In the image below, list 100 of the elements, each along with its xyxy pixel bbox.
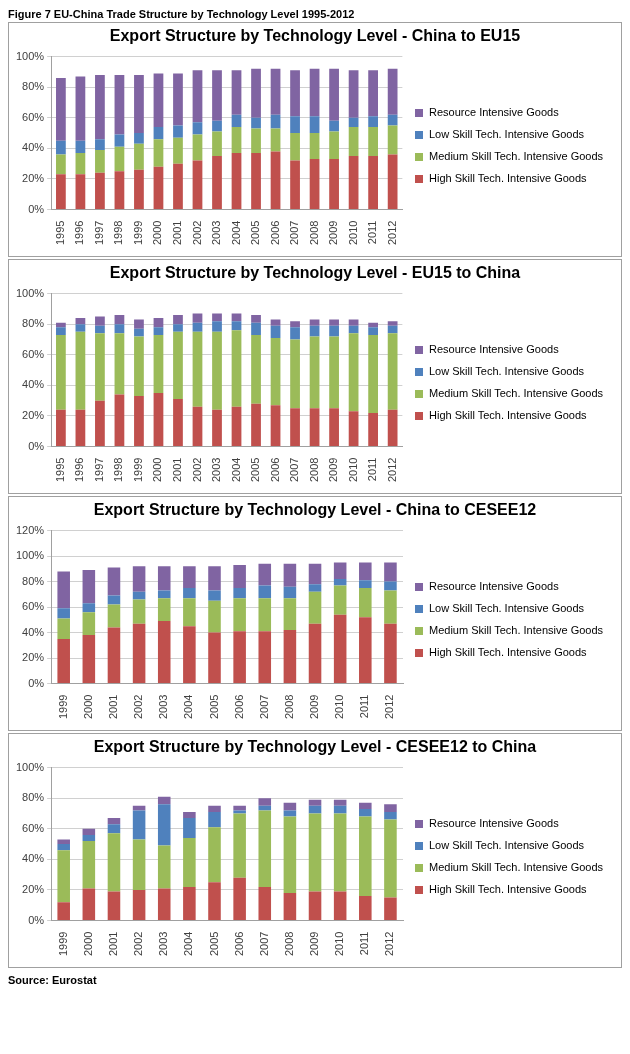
bar bbox=[231, 152, 242, 210]
legend-label: Resource Intensive Goods bbox=[429, 579, 559, 592]
bar bbox=[95, 74, 105, 140]
bar bbox=[134, 74, 144, 134]
x-tick-label: 2009 bbox=[327, 457, 340, 483]
y-tick-label: 40% bbox=[22, 378, 45, 391]
y-tick-label: 80% bbox=[22, 80, 45, 93]
bar bbox=[368, 327, 378, 335]
x-tick-label: 2001 bbox=[107, 931, 119, 957]
bar bbox=[173, 324, 183, 332]
legend-label: High Skill Tech. Intensive Goods bbox=[429, 882, 587, 895]
bar bbox=[56, 409, 66, 447]
bar bbox=[309, 408, 320, 447]
bar bbox=[153, 334, 164, 393]
bar bbox=[231, 114, 242, 127]
x-tick-label: 2005 bbox=[207, 931, 220, 957]
bar bbox=[157, 598, 171, 622]
x-tick-label: 2010 bbox=[346, 220, 359, 246]
bar bbox=[333, 891, 347, 921]
bar bbox=[75, 140, 86, 153]
y-tick-label: 20% bbox=[22, 882, 45, 895]
bar bbox=[208, 632, 221, 684]
x-tick-label: 2011 bbox=[366, 220, 379, 245]
bar bbox=[56, 334, 66, 410]
bar bbox=[233, 587, 246, 599]
bar bbox=[132, 839, 146, 890]
bar bbox=[309, 336, 320, 409]
chart-title: Export Structure by Technology Level - CESEE12 to China bbox=[92, 738, 538, 756]
y-tick-label: 100% bbox=[15, 760, 45, 773]
bar bbox=[329, 319, 339, 326]
bar bbox=[134, 336, 144, 397]
bar bbox=[348, 126, 359, 156]
bar bbox=[251, 403, 261, 447]
bar bbox=[208, 805, 221, 812]
bar bbox=[251, 152, 261, 210]
bar bbox=[308, 563, 322, 585]
bar bbox=[107, 567, 121, 596]
bar bbox=[233, 598, 246, 632]
bar bbox=[258, 798, 272, 806]
bar bbox=[384, 562, 397, 582]
bar bbox=[258, 585, 272, 599]
bar bbox=[290, 321, 300, 328]
bar bbox=[329, 159, 339, 210]
x-tick-label: 2009 bbox=[327, 220, 340, 246]
bar bbox=[309, 68, 320, 117]
bar bbox=[75, 174, 86, 210]
bar bbox=[183, 818, 196, 838]
bar bbox=[368, 70, 378, 117]
y-tick-label: 20% bbox=[22, 171, 45, 184]
bar bbox=[384, 590, 397, 624]
bar bbox=[251, 322, 261, 335]
legend-label: Low Skill Tech. Intensive Goods bbox=[429, 601, 585, 614]
x-tick-label: 2004 bbox=[229, 457, 242, 483]
bar bbox=[75, 76, 86, 141]
y-tick-label: 100% bbox=[15, 549, 45, 562]
bar bbox=[107, 818, 121, 825]
bar bbox=[231, 321, 242, 331]
bar bbox=[333, 562, 347, 580]
x-tick-label: 2008 bbox=[282, 694, 295, 720]
bar bbox=[57, 850, 70, 903]
bar bbox=[270, 337, 281, 406]
x-tick-label: 2002 bbox=[132, 931, 145, 957]
y-tick-label: 120% bbox=[15, 523, 45, 536]
bar bbox=[75, 331, 86, 410]
bar bbox=[56, 327, 66, 335]
bar bbox=[208, 590, 221, 601]
x-tick-label: 2005 bbox=[249, 220, 262, 246]
bar bbox=[95, 172, 105, 210]
bar bbox=[75, 318, 86, 325]
x-tick-label: 2006 bbox=[232, 694, 245, 720]
bar bbox=[157, 590, 171, 599]
bar bbox=[308, 799, 322, 806]
bar bbox=[134, 169, 144, 210]
x-tick-label: 2001 bbox=[107, 694, 119, 720]
x-tick-label: 2001 bbox=[171, 220, 184, 246]
x-tick-label: 1999 bbox=[131, 457, 144, 483]
bar bbox=[384, 819, 397, 898]
bar bbox=[251, 128, 261, 153]
bar bbox=[290, 116, 300, 134]
bar bbox=[57, 844, 70, 851]
bar bbox=[107, 833, 121, 892]
x-tick-label: 2000 bbox=[151, 220, 164, 246]
legend-label: Low Skill Tech. Intensive Goods bbox=[429, 838, 585, 851]
bar bbox=[359, 808, 372, 817]
bar bbox=[251, 315, 261, 323]
bar bbox=[134, 133, 144, 144]
x-tick-label: 1997 bbox=[92, 220, 105, 246]
bar bbox=[387, 125, 398, 155]
y-tick-label: 100% bbox=[15, 286, 45, 299]
bar bbox=[348, 70, 359, 118]
x-tick-label: 2012 bbox=[383, 694, 396, 720]
bar bbox=[233, 813, 246, 878]
caption: Figure 7 EU-China Trade Structure by Technology Level 1995-2012 bbox=[8, 8, 356, 20]
source-note: Source: Eurostat bbox=[8, 974, 98, 986]
bar bbox=[333, 813, 347, 892]
bar bbox=[231, 406, 242, 447]
y-tick-label: 80% bbox=[22, 574, 45, 587]
bar bbox=[107, 824, 121, 834]
bar bbox=[233, 805, 246, 811]
bar bbox=[212, 409, 222, 447]
